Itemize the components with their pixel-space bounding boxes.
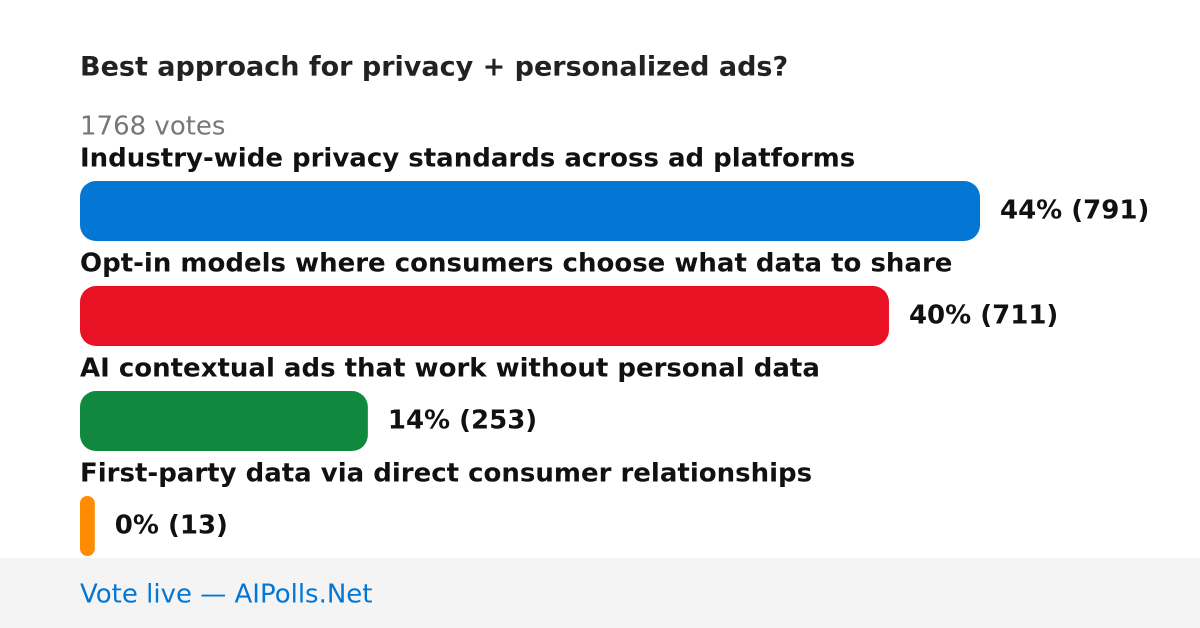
value-label: 0% (13) (115, 511, 228, 541)
value-label: 14% (253) (388, 406, 537, 436)
poll-title: Best approach for privacy + personalized… (80, 52, 788, 83)
option-label: AI contextual ads that work without pers… (80, 354, 820, 384)
footer-link[interactable]: Vote live — AIPolls.Net (80, 580, 373, 610)
footer-band (0, 558, 1200, 628)
option-label: Industry-wide privacy standards across a… (80, 144, 855, 174)
option-label: Opt-in models where consumers choose wha… (80, 249, 952, 279)
vote-count: 1768 votes (80, 112, 225, 142)
bar (80, 286, 889, 346)
bar (80, 181, 980, 241)
value-label: 44% (791) (1000, 196, 1149, 226)
bar (80, 391, 368, 451)
value-label: 40% (711) (909, 301, 1058, 331)
option-label: First-party data via direct consumer rel… (80, 459, 812, 489)
bar (80, 496, 95, 556)
